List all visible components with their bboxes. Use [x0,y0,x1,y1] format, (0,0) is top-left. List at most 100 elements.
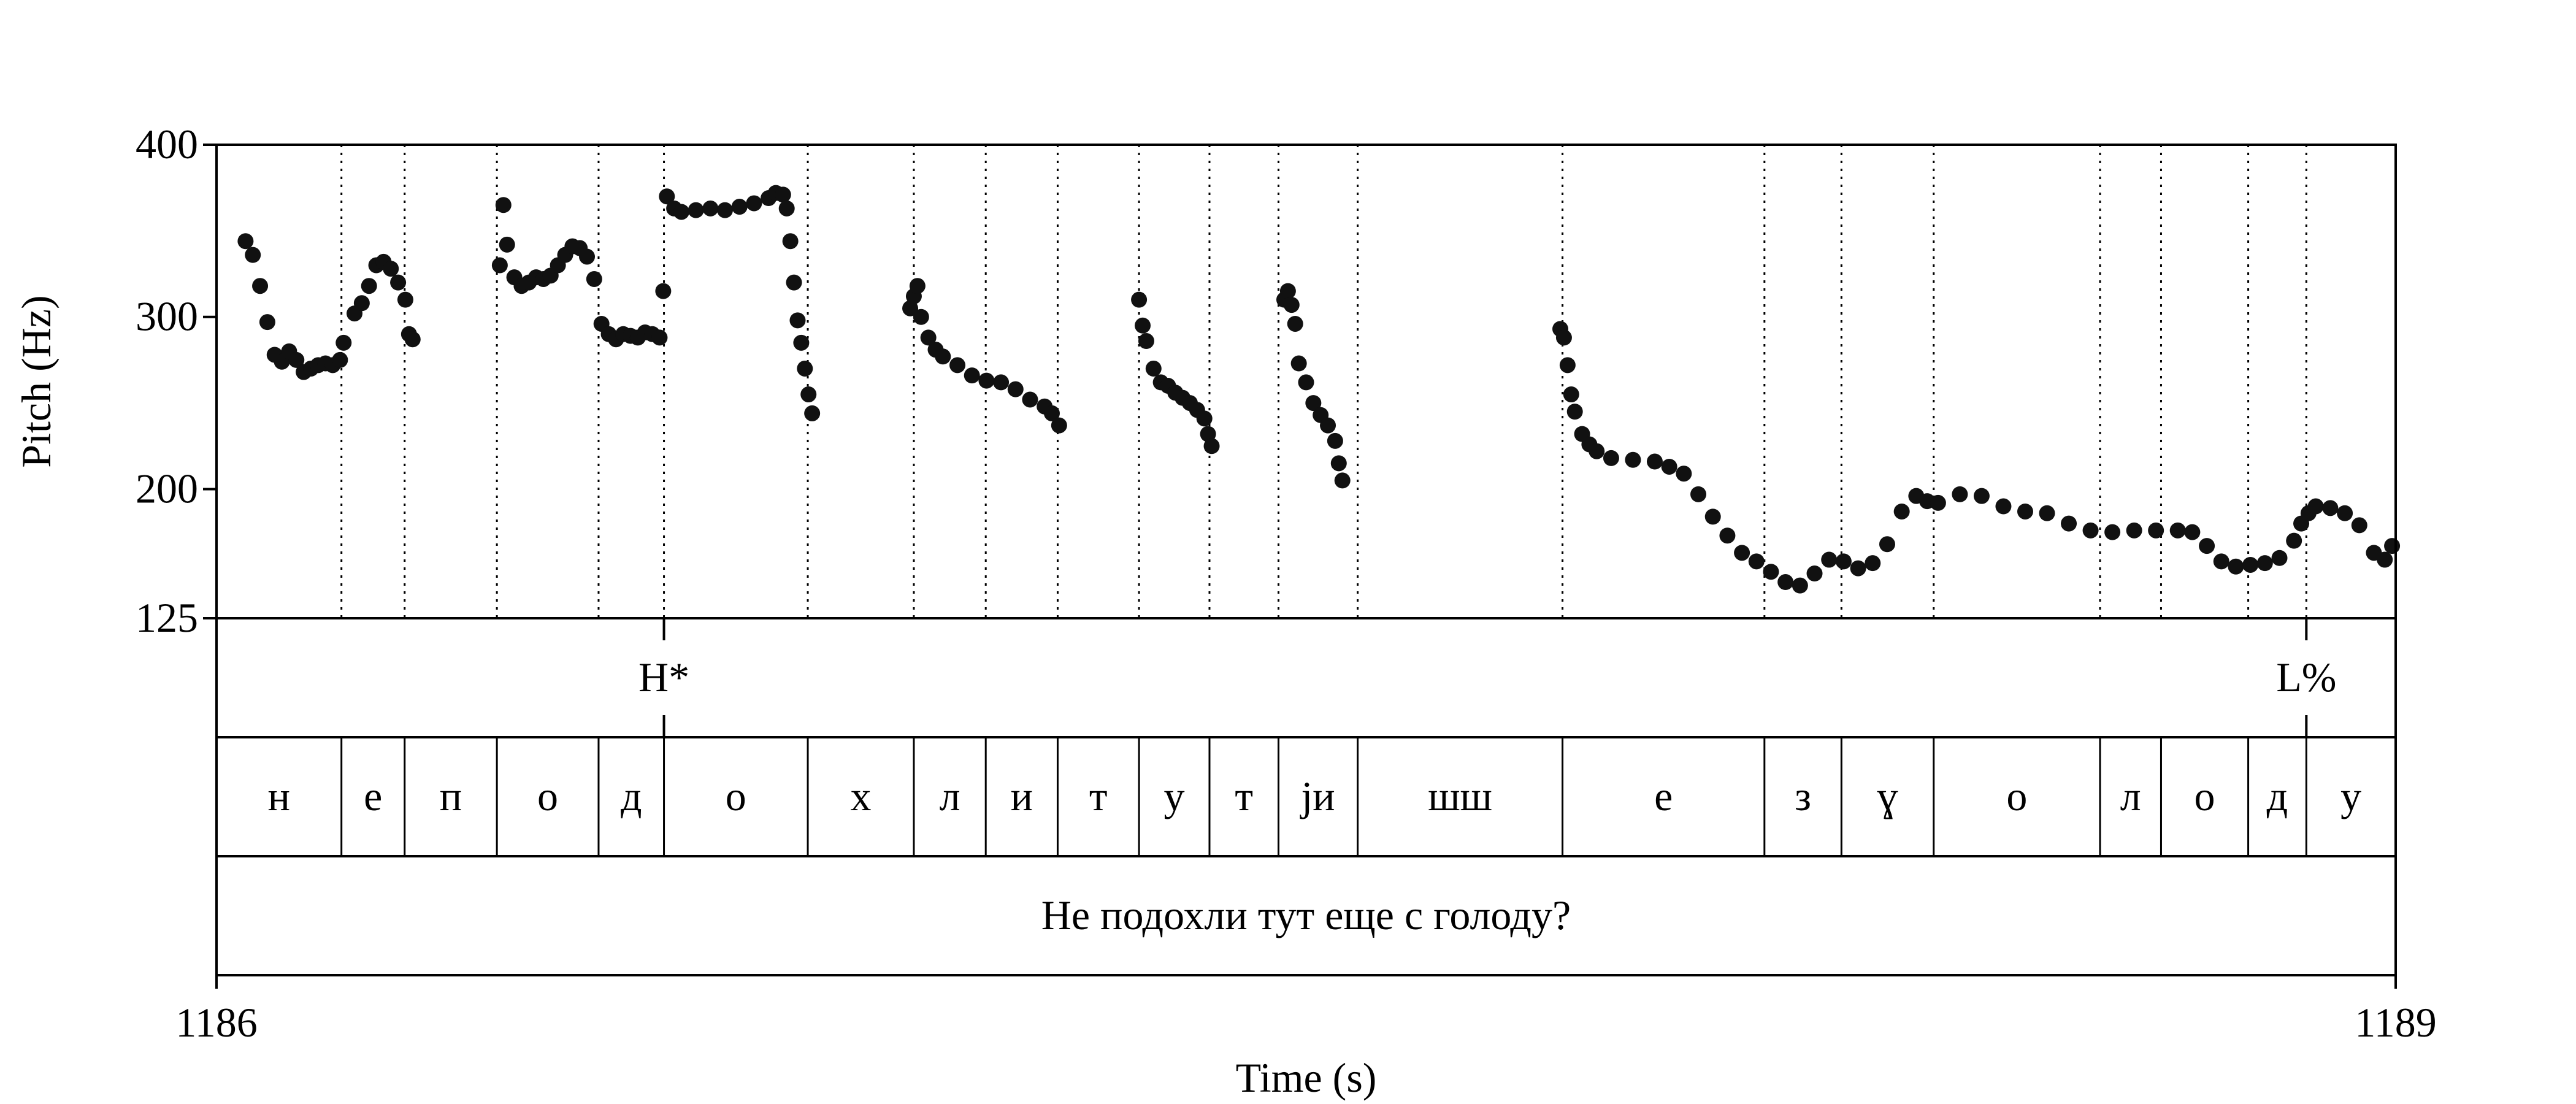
pitch-point [1734,545,1750,561]
pitch-point [1661,458,1677,475]
pitch-point [2384,538,2401,554]
pitch-point [1334,472,1351,489]
pitch-point [775,186,791,203]
phone-label: д [2267,773,2288,819]
pitch-point [978,372,995,389]
pitch-point [259,314,275,331]
pitch-point [1879,536,1895,553]
pitch-point [1007,381,1024,397]
pitch-point [390,274,407,291]
pitch-point [1279,283,1296,299]
pitch-point [2242,556,2259,573]
phone-label: у [1164,773,1185,819]
plot-border [215,144,2397,976]
pitch-point [332,351,348,368]
pitch-point [1625,451,1641,468]
phone-label: е [1654,773,1673,819]
pitch-point [1051,417,1067,434]
pitch-point [353,295,370,312]
pitch-point [1196,410,1213,427]
pitch-point [1320,417,1336,434]
pitch-point [1748,553,1765,570]
pitch-point [1865,555,1881,572]
pitch-point [491,257,508,274]
pitch-point [1973,488,1990,504]
phone-label: з [1795,773,1811,819]
pitch-point [800,386,817,403]
pitch-point [2148,522,2164,539]
pitch-point [1806,565,1823,582]
pitch-point [1559,357,1576,374]
phone-label: о [537,773,558,819]
phone-label: ɣ [1877,773,1898,819]
pitch-point [2377,551,2393,568]
sentence-label: Не подохли тут еще с голоду? [1041,892,1571,938]
pitch-point [1676,466,1692,482]
phone-label: шш [1428,773,1492,819]
pitch-point [964,367,980,384]
pitch-point [2337,505,2353,521]
phone-label: х [851,773,872,819]
pitch-point [804,405,821,421]
pitch-point [655,283,672,299]
phone-label: л [940,773,960,819]
pitch-point [1305,395,1322,412]
phone-label: т [1089,773,1108,819]
phone-label: д [621,773,642,819]
pitch-point [1145,360,1162,377]
pitch-point [1043,405,1060,421]
y-tick-label: 300 [136,293,198,340]
y-tick-label: 200 [136,465,198,512]
pitch-point [1283,297,1300,313]
pitch-point [1589,443,1605,459]
phone-label: л [2120,773,2141,819]
pitch-point [1022,391,1038,408]
pitch-point [383,261,399,277]
pitch-point [909,278,926,294]
pitch-point [688,202,704,218]
pitch-point [651,329,668,346]
pitch-point [404,331,421,348]
pitch-point [1200,426,1216,442]
pitch-point [499,236,515,253]
pitch-point [797,360,813,377]
pitch-point [902,300,919,316]
phone-label: о [726,773,746,819]
pitch-point [2169,522,2186,539]
pitch-point [920,329,937,346]
pitch-point [1690,486,1707,502]
phone-label: jи [1300,773,1335,819]
pitch-point [2271,550,2288,566]
pitch-point [1719,527,1736,544]
pitch-point [673,204,689,220]
x-tick-label: 1186 [175,999,257,1046]
pitch-point [731,199,748,215]
pitch-point [717,202,734,218]
pitch-point [2039,505,2055,521]
pitch-point [397,291,413,308]
pitch-point [237,233,254,250]
pitch-point [288,351,305,368]
pitch-point [2307,498,2324,515]
y-tick-label: 400 [136,121,198,167]
pitch-point [1646,453,1663,470]
pitch-point [659,188,675,205]
pitch-point [2286,532,2302,549]
axes: 400 300 200 125 Pitch (Hz) 1186 1189 Time (s) [13,121,2437,1101]
pitch-point [2061,515,2077,532]
tone-label: L% [2276,654,2336,700]
pitch-point [2017,503,2033,519]
pitch-point [245,247,261,263]
pitch-point [793,334,810,351]
pitch-point [2199,538,2215,554]
pitch-point [361,278,377,294]
pitch-point [1203,438,1220,454]
pitch-point [1835,553,1852,570]
pitch-points [237,185,2401,594]
phone-label: и [1011,773,1033,819]
pitch-point [2351,517,2367,534]
pitch-point [746,195,762,212]
pitch-point [1135,317,1151,334]
annotation-tiers: H* L% н е п о д о х л и т у т jи шш е з ɣ о л о д у Не подохли т… [268,618,2361,938]
